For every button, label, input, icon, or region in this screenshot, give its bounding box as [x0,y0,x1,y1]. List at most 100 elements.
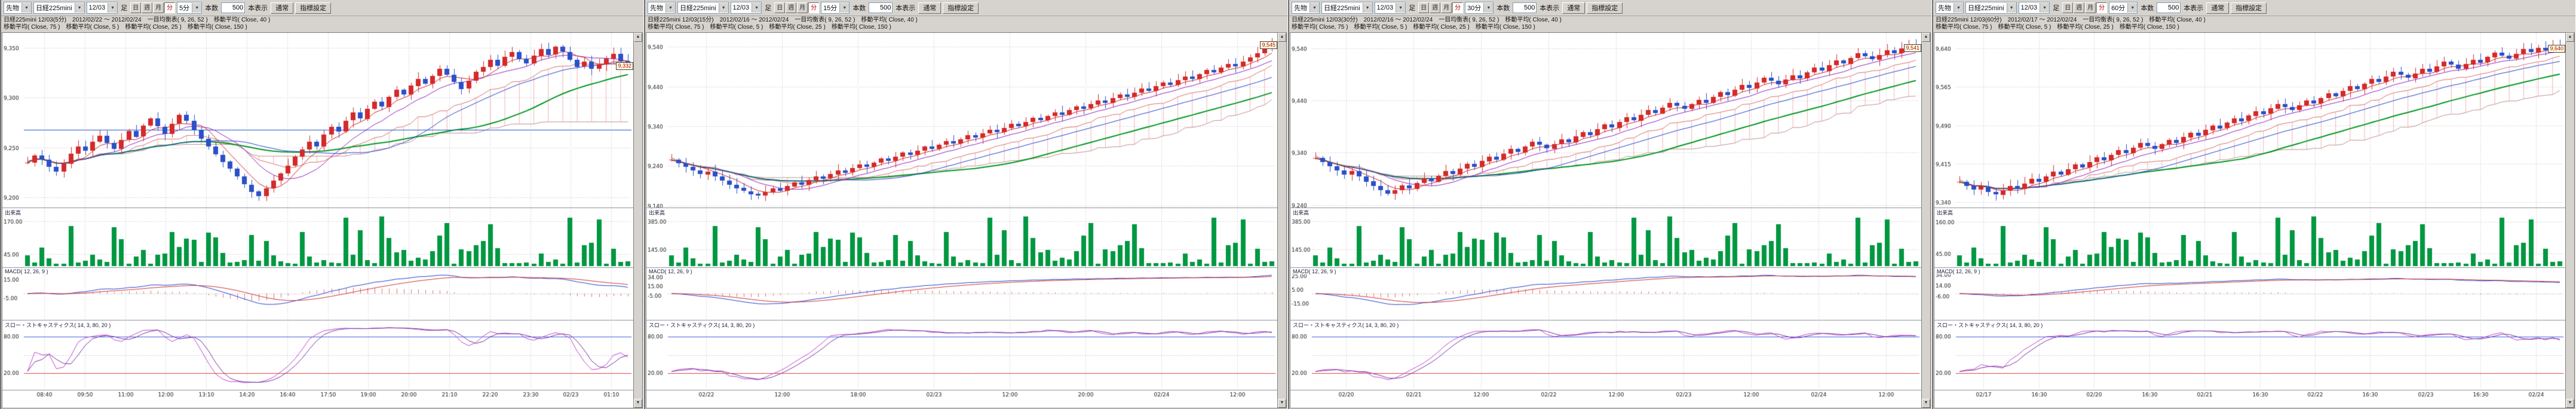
category-select[interactable]: 先物 ▼ [1292,2,1320,14]
count-label: 本数 [1496,5,1510,12]
count-input[interactable] [2157,2,2181,13]
chart-scrollbar[interactable]: ▲ ▼ [1921,33,1930,408]
chart-title-line2: 移動平均( Close, 75 ) 移動平均( Close, 5 ) 移動平均(… [4,24,247,30]
count-input[interactable] [221,2,246,13]
contract-month-select[interactable]: 12/03 ▼ [2018,2,2050,14]
category-select[interactable]: 先物 ▼ [4,2,32,14]
scrollbar-track[interactable] [1278,42,1286,399]
chart-title-line2: 移動平均( Close, 75 ) 移動平均( Close, 5 ) 移動平均(… [1936,24,2179,30]
scroll-down-icon[interactable]: ▼ [1278,399,1286,408]
period-monthly-button[interactable]: 月 [1441,2,1452,13]
chart-title-line2: 移動平均( Close, 75 ) 移動平均( Close, 5 ) 移動平均(… [1292,24,1535,30]
symbol-select[interactable]: 日経225mini ▼ [33,2,85,14]
indicator-settings-button[interactable]: 指標設定 [295,2,332,14]
count-unit-label: 本表示 [248,5,268,12]
scroll-down-icon[interactable]: ▼ [1922,399,1930,408]
timeframe-select[interactable]: 15分 ▼ [821,2,850,14]
scrollbar-track[interactable] [634,42,642,399]
price-chart-canvas[interactable] [1934,33,2565,408]
period-weekly-button[interactable]: 週 [1430,2,1441,13]
symbol-value: 日経225mini [1968,5,2004,12]
indicator-settings-button[interactable]: 指標設定 [2231,2,2267,14]
chart-area[interactable]: 出来高 MACD( 12, 26, 9 ) スロー・ストキャスティクス( 14,… [2,33,633,408]
count-unit-label: 本表示 [896,5,916,12]
period-minute-button[interactable]: 分 [164,2,176,13]
chart-scrollbar[interactable]: ▲ ▼ [633,33,642,408]
price-chart-canvas[interactable] [2,33,633,408]
panel-toolbar: 先物 ▼ 日経225mini ▼ 12/03 ▼ 足 日 週 月 分 15分 ▼ [645,0,1287,16]
symbol-select[interactable]: 日経225mini ▼ [1965,2,2017,14]
period-button-group: 日 週 月 分 [774,2,820,13]
scroll-up-icon[interactable]: ▲ [1278,33,1286,42]
period-daily-button[interactable]: 日 [774,2,786,13]
bar-type-label: 足 [2053,5,2060,12]
category-select[interactable]: 先物 ▼ [1936,2,1964,14]
chart-title: 日経225mini 12/03(60分) 2012/02/17 ～ 2012/0… [1933,16,2575,32]
category-select[interactable]: 先物 ▼ [648,2,676,14]
scroll-down-icon[interactable]: ▼ [2566,399,2574,408]
chart-area[interactable]: 出来高 MACD( 12, 26, 9 ) スロー・ストキャスティクス( 14,… [1290,33,1921,408]
period-daily-button[interactable]: 日 [130,2,142,13]
price-chart-canvas[interactable] [1290,33,1921,408]
contract-month-select[interactable]: 12/03 ▼ [1374,2,1406,14]
symbol-select[interactable]: 日経225mini ▼ [677,2,729,14]
period-monthly-button[interactable]: 月 [797,2,808,13]
count-label: 本数 [205,5,219,12]
scroll-up-icon[interactable]: ▲ [1922,33,1930,42]
period-monthly-button[interactable]: 月 [153,2,164,13]
chevron-down-icon: ▼ [1954,3,1963,13]
chevron-down-icon: ▼ [108,3,118,13]
timeframe-select[interactable]: 5分 ▼ [177,2,203,14]
scroll-down-icon[interactable]: ▼ [634,399,642,408]
panel-toolbar: 先物 ▼ 日経225mini ▼ 12/03 ▼ 足 日 週 月 分 60分 ▼ [1933,0,2575,16]
mode-button[interactable]: 通常 [2206,2,2230,14]
chart-area[interactable]: 出来高 MACD( 12, 26, 9 ) スロー・ストキャスティクス( 14,… [1934,33,2565,408]
current-price-badge: 9,545 [1260,41,1277,49]
period-monthly-button[interactable]: 月 [2085,2,2096,13]
count-input[interactable] [869,2,893,13]
period-minute-button[interactable]: 分 [808,2,820,13]
period-weekly-button[interactable]: 週 [142,2,153,13]
period-minute-button[interactable]: 分 [1452,2,1464,13]
scroll-up-icon[interactable]: ▲ [2566,33,2574,42]
contract-month-select[interactable]: 12/03 ▼ [730,2,762,14]
chevron-down-icon: ▼ [2040,3,2050,13]
symbol-value: 日経225mini [1324,5,1360,12]
scrollbar-track[interactable] [2566,42,2574,399]
chart-title-line2: 移動平均( Close, 75 ) 移動平均( Close, 5 ) 移動平均(… [648,24,891,30]
count-label: 本数 [2140,5,2154,12]
timeframe-value: 15分 [823,5,838,12]
period-daily-button[interactable]: 日 [2062,2,2074,13]
chart-title: 日経225mini 12/03(30分) 2012/02/16 ～ 2012/0… [1289,16,1931,32]
mode-button[interactable]: 通常 [918,2,942,14]
symbol-value: 日経225mini [680,5,716,12]
period-minute-button[interactable]: 分 [2096,2,2108,13]
chart-scrollbar[interactable]: ▲ ▼ [2565,33,2574,408]
mode-button[interactable]: 通常 [1562,2,1586,14]
contract-month-select[interactable]: 12/03 ▼ [86,2,118,14]
indicator-settings-button[interactable]: 指標設定 [943,2,979,14]
chevron-down-icon: ▼ [752,3,762,13]
mode-button[interactable]: 通常 [271,2,294,14]
bar-type-label: 足 [121,5,128,12]
price-chart-canvas[interactable] [646,33,1277,408]
timeframe-select[interactable]: 60分 ▼ [2109,2,2138,14]
count-input[interactable] [1513,2,1537,13]
timeframe-select[interactable]: 30分 ▼ [1465,2,1494,14]
period-weekly-button[interactable]: 週 [2074,2,2085,13]
chart-title-line1: 日経225mini 12/03(60分) 2012/02/17 ～ 2012/0… [1936,17,2206,23]
category-value: 先物 [1294,5,1307,12]
scroll-up-icon[interactable]: ▲ [634,33,642,42]
period-button-group: 日 週 月 分 [1418,2,1464,13]
chart-frame: 出来高 MACD( 12, 26, 9 ) スロー・ストキャスティクス( 14,… [2,32,643,408]
period-button-group: 日 週 月 分 [130,2,176,13]
bar-type-label: 足 [1409,5,1416,12]
period-daily-button[interactable]: 日 [1418,2,1430,13]
scrollbar-track[interactable] [1922,42,1930,399]
period-weekly-button[interactable]: 週 [786,2,797,13]
indicator-settings-button[interactable]: 指標設定 [1587,2,1623,14]
symbol-select[interactable]: 日経225mini ▼ [1321,2,1373,14]
chart-area[interactable]: 出来高 MACD( 12, 26, 9 ) スロー・ストキャスティクス( 14,… [646,33,1277,408]
chart-scrollbar[interactable]: ▲ ▼ [1277,33,1286,408]
chevron-down-icon: ▼ [839,3,850,13]
